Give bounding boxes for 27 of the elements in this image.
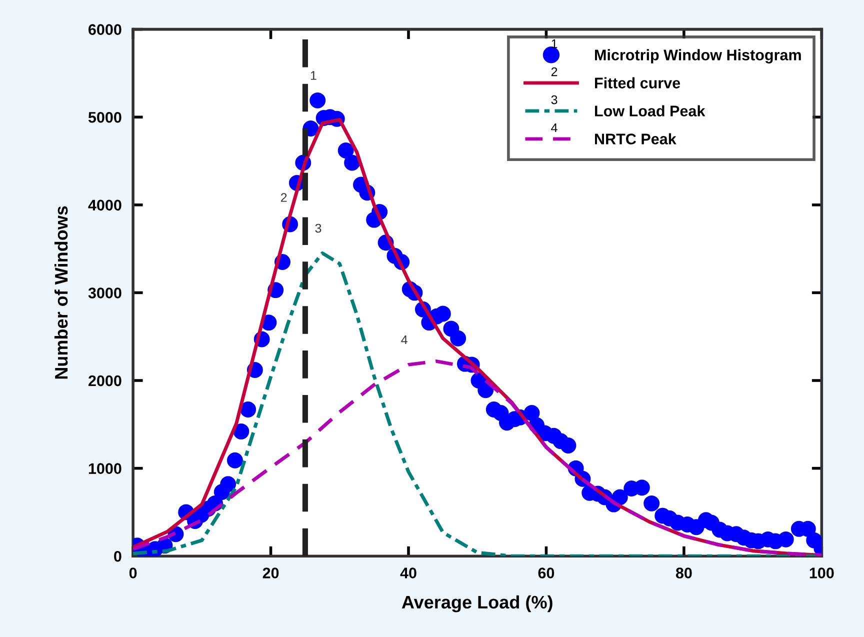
x-tick-label: 40 (400, 568, 416, 578)
x-tick-label: 0 (129, 568, 137, 578)
text: 1 (552, 39, 558, 48)
annotation: 2 (280, 193, 287, 202)
legend-label: Low Load Peak (595, 105, 706, 116)
legend-label: Fitted curve (595, 77, 680, 88)
text: 4 (551, 123, 558, 132)
legend-label: Microtrip Window Histogram (595, 49, 801, 64)
x-axis-title: Average Load (%) (402, 595, 552, 612)
x-tick-label: 60 (538, 568, 554, 578)
y-axis-title: Number of Windows (54, 206, 68, 379)
text: 2 (551, 67, 558, 76)
y-tick-label: 3000 (88, 288, 122, 298)
x-tick-label: 20 (262, 568, 279, 578)
annotation: 4 (401, 335, 408, 344)
y-tick-label: 1000 (88, 463, 122, 474)
annotation: 1 (310, 71, 316, 80)
x-tick-label: 100 (810, 568, 834, 578)
x-tick-label: 80 (676, 568, 692, 578)
y-tick-label: 6000 (88, 24, 122, 35)
text: 3 (551, 95, 558, 104)
annotation: 3 (315, 224, 322, 233)
y-tick-label: 0 (114, 550, 122, 562)
y-tick-label: 5000 (88, 112, 122, 123)
y-tick-label: 4000 (88, 200, 122, 211)
y-tick-label: 2000 (88, 375, 122, 386)
legend-label: NRTC Peak (595, 133, 676, 144)
